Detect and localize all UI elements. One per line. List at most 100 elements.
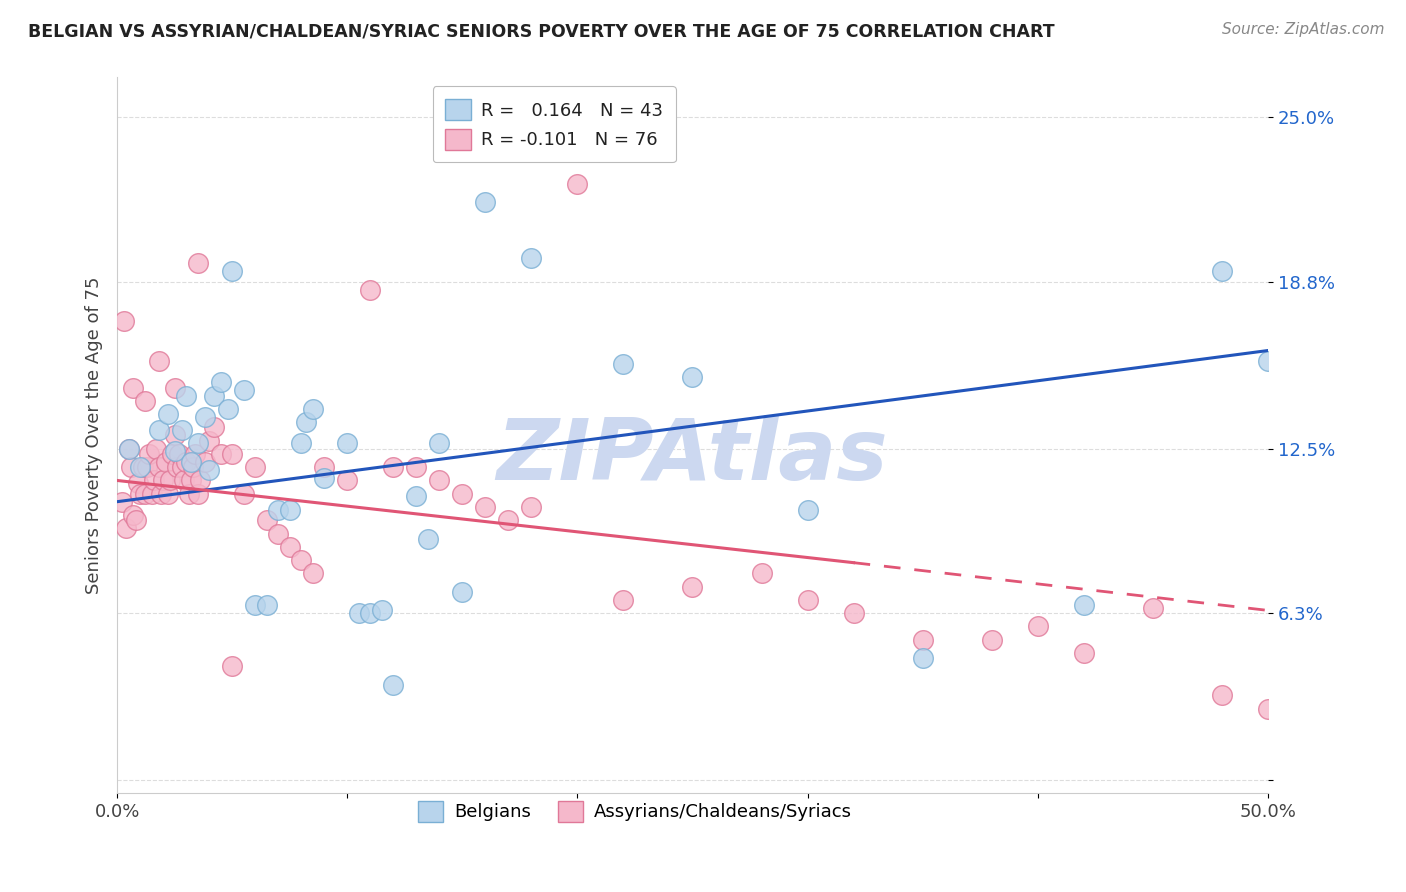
- Point: [267, 502, 290, 516]
- Point: [382, 678, 405, 692]
- Point: [232, 487, 254, 501]
- Point: [474, 500, 496, 514]
- Point: [1073, 646, 1095, 660]
- Point: [314, 471, 336, 485]
- Point: [136, 460, 159, 475]
- Point: [416, 532, 439, 546]
- Point: [202, 389, 225, 403]
- Point: [148, 423, 170, 437]
- Point: [209, 447, 232, 461]
- Point: [145, 442, 167, 456]
- Point: [156, 487, 179, 501]
- Point: [1211, 688, 1233, 702]
- Point: [170, 423, 193, 437]
- Point: [202, 420, 225, 434]
- Point: [174, 389, 197, 403]
- Point: [173, 474, 195, 488]
- Point: [474, 195, 496, 210]
- Point: [682, 580, 704, 594]
- Point: [427, 436, 450, 450]
- Point: [520, 500, 543, 514]
- Point: [371, 603, 394, 617]
- Point: [567, 128, 589, 143]
- Point: [174, 455, 197, 469]
- Point: [181, 460, 204, 475]
- Point: [170, 460, 193, 475]
- Point: [180, 474, 202, 488]
- Point: [162, 447, 184, 461]
- Point: [129, 487, 152, 501]
- Point: [359, 283, 381, 297]
- Point: [124, 513, 146, 527]
- Point: [278, 502, 301, 516]
- Point: [221, 264, 243, 278]
- Point: [198, 463, 221, 477]
- Point: [427, 474, 450, 488]
- Point: [127, 476, 149, 491]
- Point: [134, 487, 156, 501]
- Point: [751, 566, 773, 581]
- Point: [209, 376, 232, 390]
- Point: [169, 447, 191, 461]
- Point: [131, 460, 153, 475]
- Point: [567, 177, 589, 191]
- Point: [120, 460, 142, 475]
- Point: [122, 508, 145, 522]
- Point: [112, 314, 135, 328]
- Point: [336, 474, 359, 488]
- Point: [245, 460, 267, 475]
- Point: [111, 494, 134, 508]
- Y-axis label: Seniors Poverty Over the Age of 75: Seniors Poverty Over the Age of 75: [86, 277, 103, 594]
- Point: [314, 460, 336, 475]
- Point: [1211, 264, 1233, 278]
- Point: [134, 393, 156, 408]
- Point: [188, 474, 211, 488]
- Point: [1257, 701, 1279, 715]
- Point: [1257, 354, 1279, 368]
- Point: [256, 513, 278, 527]
- Point: [1026, 619, 1049, 633]
- Point: [138, 447, 160, 461]
- Point: [1142, 600, 1164, 615]
- Point: [152, 474, 174, 488]
- Point: [267, 526, 290, 541]
- Point: [256, 598, 278, 612]
- Point: [612, 357, 634, 371]
- Point: [180, 455, 202, 469]
- Point: [382, 460, 405, 475]
- Point: [155, 455, 177, 469]
- Point: [245, 598, 267, 612]
- Point: [156, 407, 179, 421]
- Point: [194, 455, 217, 469]
- Point: [278, 540, 301, 554]
- Point: [122, 381, 145, 395]
- Point: [221, 447, 243, 461]
- Point: [796, 592, 818, 607]
- Point: [163, 381, 186, 395]
- Point: [184, 447, 207, 461]
- Point: [159, 474, 181, 488]
- Text: BELGIAN VS ASSYRIAN/CHALDEAN/SYRIAC SENIORS POVERTY OVER THE AGE OF 75 CORRELATI: BELGIAN VS ASSYRIAN/CHALDEAN/SYRIAC SENI…: [28, 22, 1054, 40]
- Point: [187, 487, 209, 501]
- Text: ZIPAtlas: ZIPAtlas: [496, 416, 889, 499]
- Point: [290, 436, 312, 450]
- Point: [301, 401, 323, 416]
- Point: [911, 651, 934, 665]
- Point: [520, 251, 543, 265]
- Point: [359, 606, 381, 620]
- Point: [177, 487, 200, 501]
- Point: [198, 434, 221, 448]
- Point: [682, 370, 704, 384]
- Point: [118, 442, 141, 456]
- Point: [129, 460, 152, 475]
- Legend: Belgians, Assyrians/Chaldeans/Syriacs: Belgians, Assyrians/Chaldeans/Syriacs: [405, 789, 865, 834]
- Point: [163, 444, 186, 458]
- Point: [118, 442, 141, 456]
- Point: [290, 553, 312, 567]
- Point: [148, 460, 170, 475]
- Point: [347, 606, 370, 620]
- Point: [166, 460, 188, 475]
- Point: [796, 502, 818, 516]
- Point: [141, 487, 163, 501]
- Point: [295, 415, 318, 429]
